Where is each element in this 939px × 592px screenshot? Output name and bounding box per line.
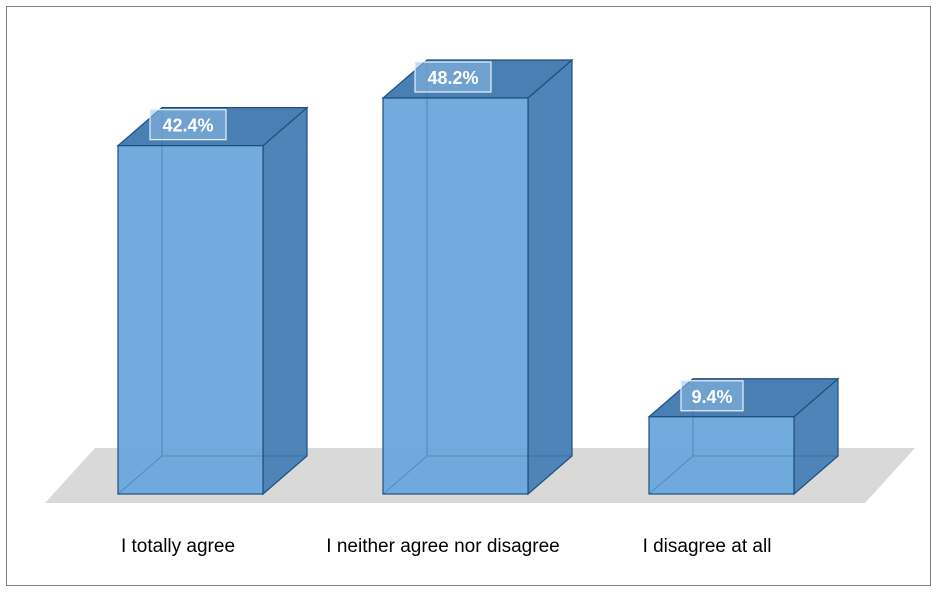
bar-1: 42.4%: [116, 106, 309, 496]
bar-side-face: [262, 106, 308, 496]
bar-front-face: [382, 97, 529, 495]
value-label: 9.4%: [691, 387, 732, 407]
bar-inner-edge: [648, 455, 838, 495]
bars-layer: 42.4% 48.2% 9.4%: [116, 58, 840, 496]
value-label: 42.4%: [162, 116, 213, 136]
value-label: 48.2%: [427, 68, 478, 88]
value-label-box: [149, 109, 227, 141]
bar-front-face: [117, 145, 264, 495]
value-label-box: [680, 380, 744, 412]
bar-front-face: [648, 416, 795, 495]
bar-3: 9.4%: [647, 377, 840, 496]
category-label: I disagree at all: [643, 536, 772, 557]
bar-inner-edge: [382, 455, 572, 495]
category-label: I totally agree: [121, 536, 235, 557]
bar-2: 48.2%: [381, 58, 574, 496]
bar-inner-edge: [117, 455, 307, 495]
value-label-box: [414, 61, 492, 93]
category-label: I neither agree nor disagree: [326, 536, 559, 557]
bar-side-face: [527, 58, 573, 496]
category-labels: I totally agree I neither agree nor disag…: [121, 536, 771, 557]
